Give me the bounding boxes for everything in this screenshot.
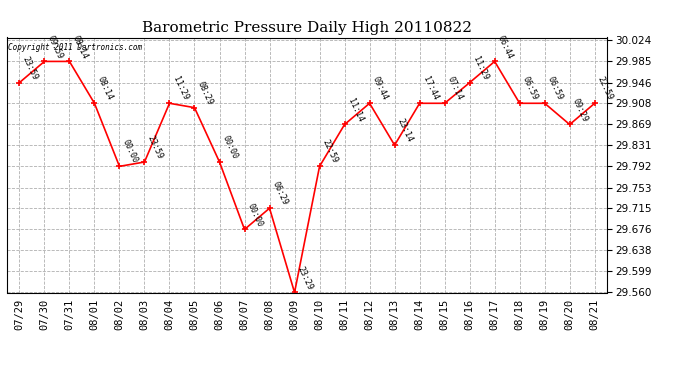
Text: 11:29: 11:29: [471, 55, 490, 81]
Text: 07:14: 07:14: [446, 75, 465, 102]
Text: 00:00: 00:00: [246, 202, 265, 228]
Text: 22:59: 22:59: [596, 75, 615, 102]
Text: 09:59: 09:59: [46, 34, 65, 60]
Text: Copyright 2011 Dartronics.com: Copyright 2011 Dartronics.com: [8, 43, 142, 52]
Text: 22:59: 22:59: [321, 138, 339, 165]
Text: 06:59: 06:59: [546, 75, 565, 102]
Text: 08:14: 08:14: [71, 34, 90, 60]
Text: 23:29: 23:29: [296, 265, 315, 291]
Title: Barometric Pressure Daily High 20110822: Barometric Pressure Daily High 20110822: [142, 21, 472, 35]
Text: 17:44: 17:44: [421, 75, 440, 102]
Text: 23:59: 23:59: [21, 55, 39, 81]
Text: 06:44: 06:44: [496, 34, 515, 60]
Text: 23:14: 23:14: [396, 117, 415, 144]
Text: 00:00: 00:00: [121, 138, 139, 165]
Text: 08:14: 08:14: [96, 75, 115, 102]
Text: 06:29: 06:29: [271, 180, 290, 207]
Text: 11:29: 11:29: [171, 75, 190, 102]
Text: 23:59: 23:59: [146, 134, 165, 160]
Text: 06:59: 06:59: [521, 75, 540, 102]
Text: 00:00: 00:00: [221, 134, 239, 160]
Text: 09:29: 09:29: [571, 97, 590, 123]
Text: 11:14: 11:14: [346, 97, 365, 123]
Text: 08:29: 08:29: [196, 80, 215, 106]
Text: 09:44: 09:44: [371, 75, 390, 102]
